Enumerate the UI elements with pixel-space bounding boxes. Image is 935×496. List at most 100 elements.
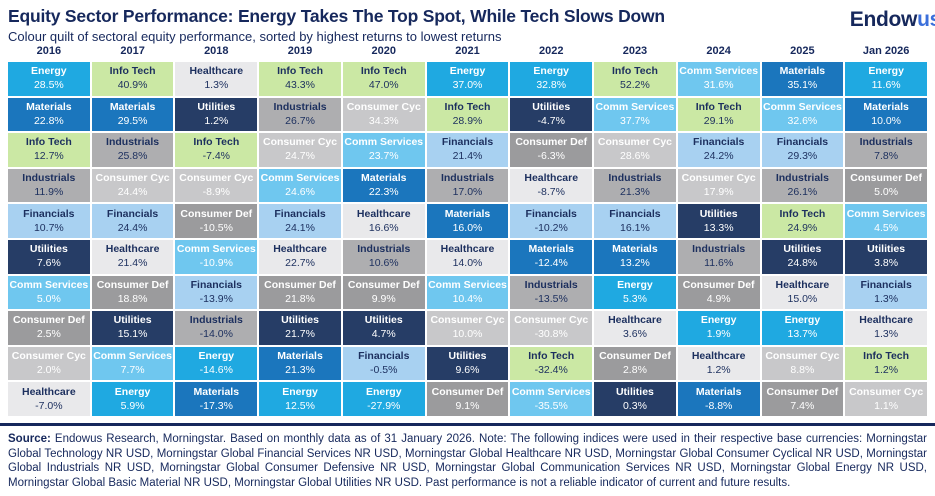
cell-return-value: 11.6% [871, 79, 901, 92]
quilt-cell: Energy 37.0% [426, 62, 509, 96]
cell-return-value: 26.1% [787, 186, 818, 199]
quilt-cell: Consumer Def 18.8% [91, 275, 174, 310]
cell-return-value: 10.6% [368, 257, 399, 270]
cell-return-value: 5.0% [874, 186, 899, 199]
cell-sector-label: Financials [274, 207, 326, 220]
cell-return-value: -27.9% [367, 399, 401, 412]
cell-return-value: 13.3% [703, 221, 734, 234]
cell-sector-label: Financials [860, 278, 912, 291]
cell-sector-label: Consumer Cyc [262, 136, 338, 149]
cell-sector-label: Consumer Def [850, 172, 922, 185]
cell-return-value: 24.6% [285, 186, 315, 199]
cell-sector-label: Materials [361, 172, 407, 185]
quilt-cell: Utilities 21.7% [259, 311, 341, 345]
cell-sector-label: Industrials [189, 314, 243, 327]
cell-sector-label: Consumer Def [180, 207, 253, 220]
cell-return-value: 8.8% [790, 364, 815, 377]
column-header: 2025 [790, 45, 815, 57]
cell-return-value: 35.1% [787, 79, 818, 92]
cell-sector-label: Financials [441, 136, 494, 149]
footer-divider [0, 423, 935, 426]
cell-sector-label: Comm Services [93, 350, 172, 363]
quilt-cell: Industrials 21.3% [594, 168, 676, 203]
cell-sector-label: Industrials [608, 172, 662, 185]
quilt-cell: Materials 22.8% [8, 97, 90, 132]
cell-sector-label: Materials [612, 243, 658, 256]
cell-sector-label: Materials [277, 350, 323, 363]
source-text: Endowus Research, Morningstar. Based on … [8, 433, 927, 489]
quilt-cell: Consumer Def 9.9% [342, 275, 425, 310]
endowus-logo: Endowus [850, 8, 935, 32]
cell-sector-label: Healthcare [524, 172, 579, 185]
column-header: Jan 2026 [862, 45, 910, 57]
quilt-cell: Consumer Def 9.1% [426, 382, 509, 416]
quilt-cell: Info Tech 40.9% [91, 62, 174, 96]
quilt-cell: Financials 24.1% [259, 204, 341, 238]
quilt-cell: Consumer Def 5.0% [845, 168, 927, 203]
logo-text-dark: Endow [849, 8, 918, 31]
quilt-cell: Consumer Cyc 1.1% [845, 382, 927, 416]
quilt-cell: Consumer Def 7.4% [761, 382, 844, 416]
cell-sector-label: Comm Services [344, 136, 424, 149]
cell-return-value: 21.8% [285, 292, 315, 305]
column-header: 2018 [204, 45, 229, 57]
cell-sector-label: Consumer Cyc [95, 172, 170, 185]
cell-return-value: 1.2% [874, 364, 899, 377]
cell-return-value: -10.2% [534, 221, 568, 234]
cell-sector-label: Comm Services [763, 100, 842, 113]
quilt-cell: Healthcare 21.4% [91, 239, 174, 274]
quilt-cell: Healthcare 16.6% [342, 204, 425, 238]
cell-sector-label: Energy [449, 65, 486, 78]
cell-return-value: 21.3% [285, 364, 315, 377]
cell-sector-label: Info Tech [863, 350, 910, 363]
cell-return-value: 7.4% [790, 399, 815, 412]
quilt-cell: Healthcare 15.0% [761, 275, 844, 310]
cell-sector-label: Info Tech [444, 100, 491, 113]
cell-return-value: 4.9% [706, 292, 731, 305]
quilt-cell: Energy 32.8% [510, 62, 593, 96]
quilt-column-jan-2026: Jan 2026 Energy 11.6% Materials 10.0% Industr… [845, 44, 927, 418]
cell-sector-label: Consumer Def [347, 278, 420, 291]
quilt-cell: Energy 11.6% [845, 62, 927, 96]
cell-sector-label: Financials [609, 207, 661, 220]
quilt-cell: Financials 29.3% [761, 133, 844, 167]
quilt-cell: Comm Services 37.7% [594, 97, 676, 132]
cell-sector-label: Utilities [783, 243, 822, 256]
cell-sector-label: Info Tech [360, 65, 407, 78]
cell-return-value: 24.4% [117, 221, 148, 234]
quilt-cell: Consumer Cyc 8.8% [761, 346, 844, 381]
quilt-cell: Comm Services 31.6% [677, 62, 760, 96]
cell-return-value: 9.9% [371, 292, 396, 305]
cell-return-value: 14.0% [452, 257, 483, 270]
cell-sector-label: Info Tech [779, 207, 826, 220]
cell-sector-label: Utilities [364, 314, 403, 327]
cell-return-value: -13.5% [534, 292, 568, 305]
cell-sector-label: Energy [533, 65, 570, 78]
quilt-cell: Comm Services 4.5% [845, 204, 927, 238]
cell-return-value: 24.4% [117, 186, 148, 199]
quilt-cell: Consumer Def 4.9% [677, 275, 760, 310]
quilt-column-2018: 2018 Healthcare 1.3% Utilities 1.2% Info Tech… [175, 44, 258, 418]
quilt-cell: Comm Services 5.0% [8, 275, 90, 310]
quilt-cell: Comm Services 32.6% [761, 97, 844, 132]
quilt-column-2025: 2025 Materials 35.1% Comm Services 32.6% Fina… [761, 44, 844, 418]
cell-return-value: 2.5% [36, 328, 61, 341]
cell-return-value: 4.5% [874, 221, 899, 234]
quilt-cell: Utilities 0.3% [594, 382, 676, 416]
quilt-cell: Consumer Cyc 28.6% [594, 133, 676, 167]
quilt-cell: Energy 1.9% [677, 311, 760, 345]
cell-return-value: 28.5% [33, 79, 64, 92]
cell-return-value: 22.3% [368, 186, 399, 199]
cell-sector-label: Financials [106, 207, 159, 220]
cell-return-value: 1.3% [874, 328, 899, 341]
cell-return-value: 5.3% [622, 292, 647, 305]
cell-return-value: 24.2% [703, 150, 734, 163]
cell-sector-label: Healthcare [440, 243, 495, 256]
cell-sector-label: Materials [528, 243, 574, 256]
cell-return-value: 15.0% [787, 292, 818, 305]
cell-return-value: 11.6% [704, 257, 734, 270]
quilt-cell: Healthcare 1.2% [677, 346, 760, 381]
cell-return-value: 24.7% [285, 150, 315, 163]
quilt-cell: Utilities -4.7% [510, 97, 593, 132]
quilt-cell: Industrials 25.8% [91, 133, 174, 167]
